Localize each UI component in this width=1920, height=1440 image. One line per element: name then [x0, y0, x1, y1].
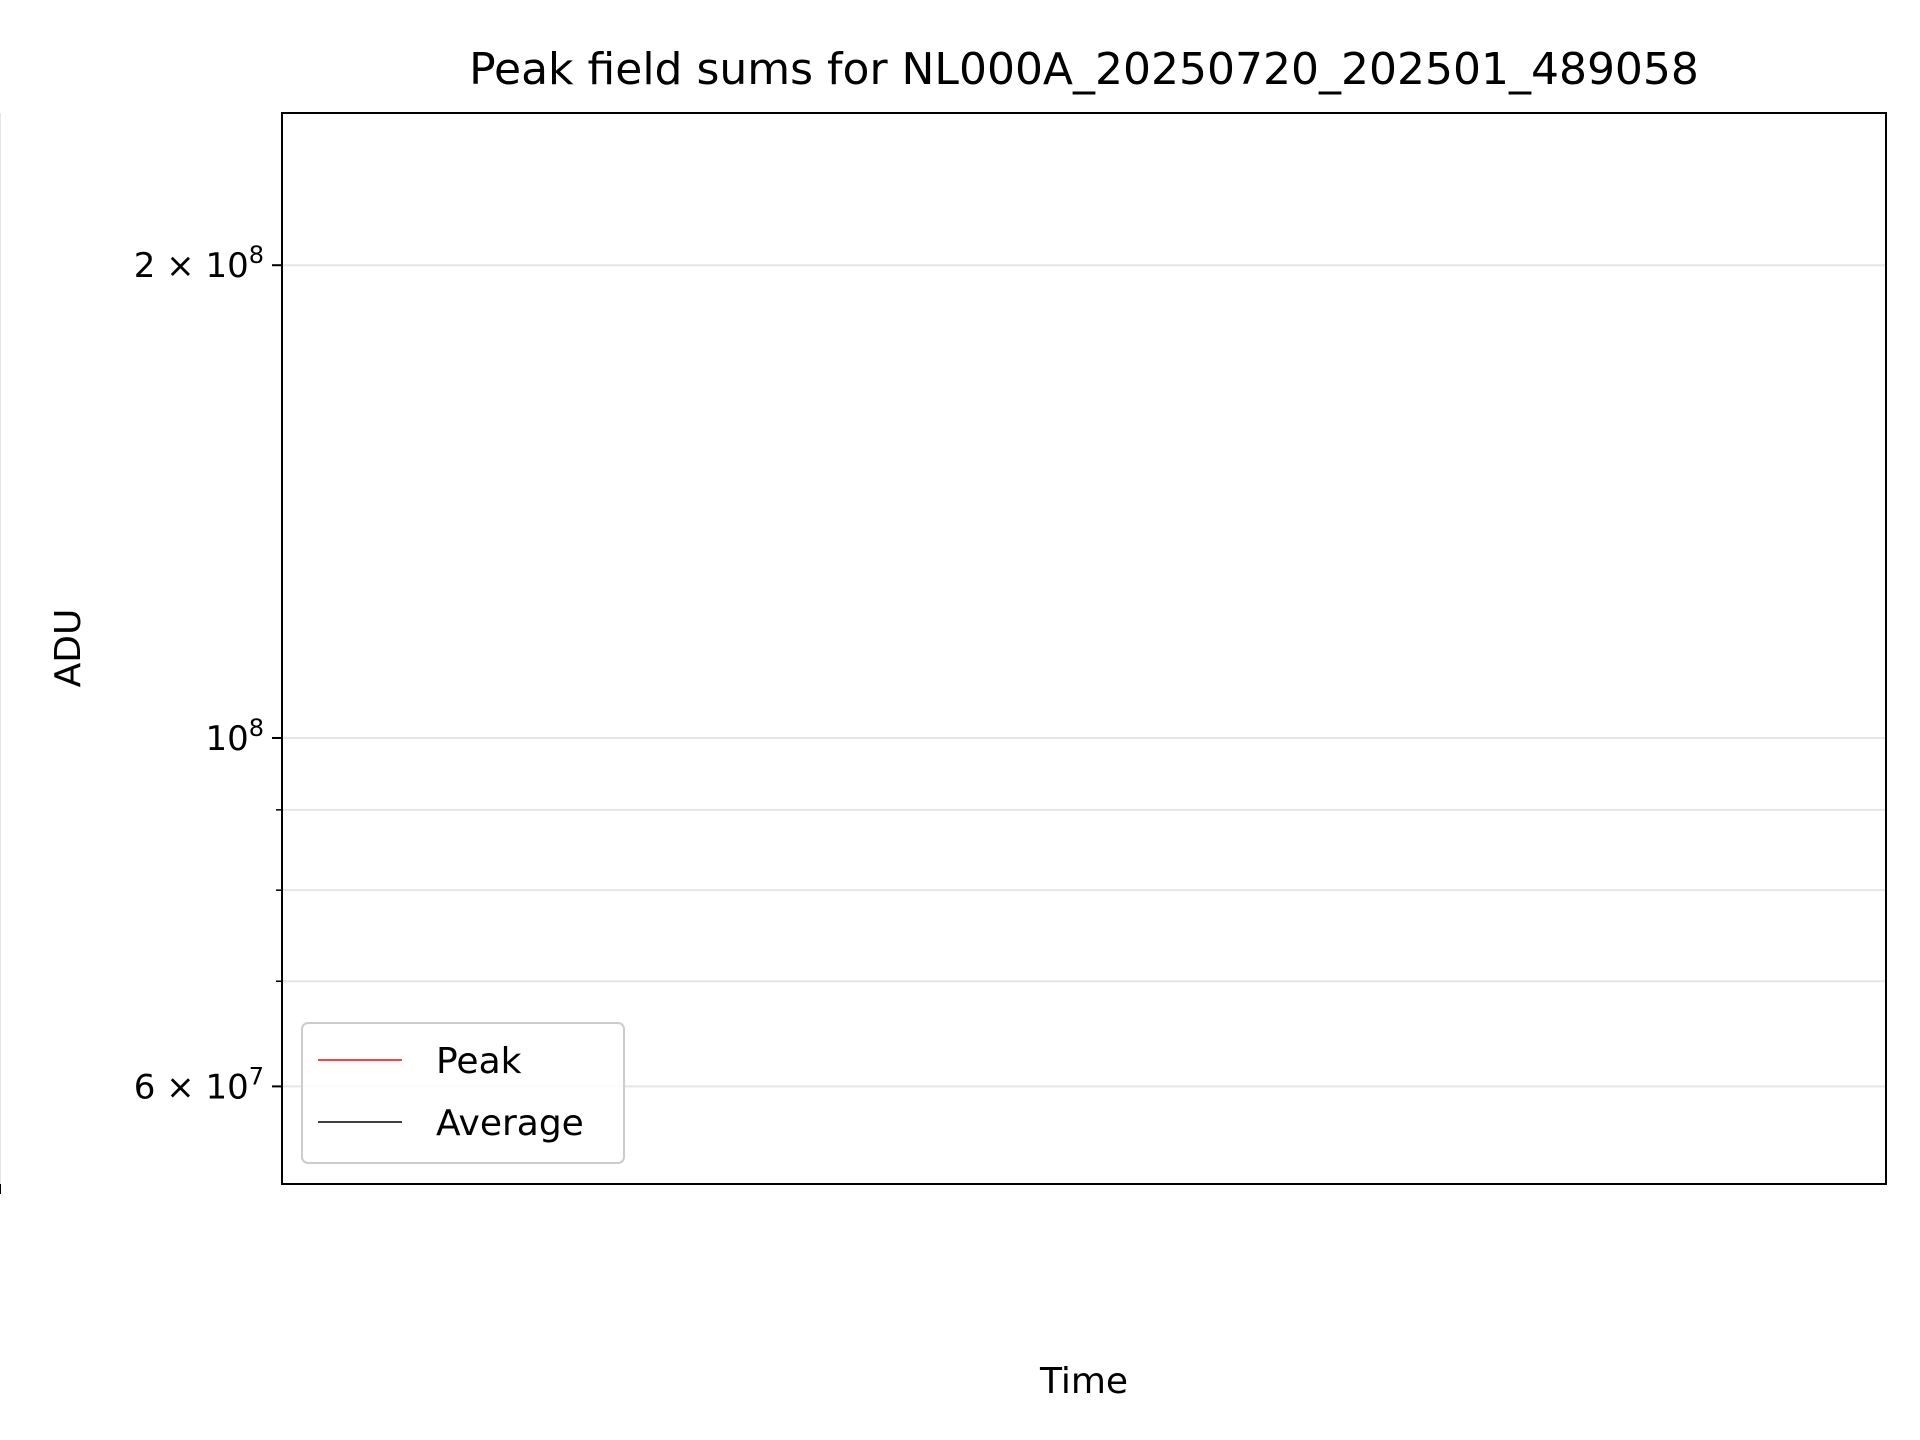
plot-frame	[281, 112, 1887, 1185]
y-tick-base: 10	[205, 719, 248, 759]
y-tick-base: 2 × 10	[134, 246, 249, 286]
x-axis-label: Time	[1039, 1361, 1128, 1402]
legend-label-average: Average	[436, 1103, 584, 1144]
y-tick-label: 2 × 108	[134, 241, 264, 286]
chart-title: Peak field sums for NL000A_20250720_2025…	[469, 44, 1699, 95]
y-tick-label: 108	[205, 714, 264, 759]
y-tick-label: 6 × 107	[134, 1062, 264, 1107]
y-tick-base: 6 × 10	[134, 1067, 249, 1107]
legend: Peak Average	[301, 1022, 625, 1164]
legend-label-peak: Peak	[436, 1041, 522, 1082]
y-tick-exponent: 8	[249, 714, 264, 742]
y-tick-exponent: 8	[249, 241, 264, 269]
legend-box	[301, 1022, 625, 1164]
y-axis-label: ADU	[48, 609, 89, 688]
y-tick-exponent: 7	[249, 1062, 264, 1090]
